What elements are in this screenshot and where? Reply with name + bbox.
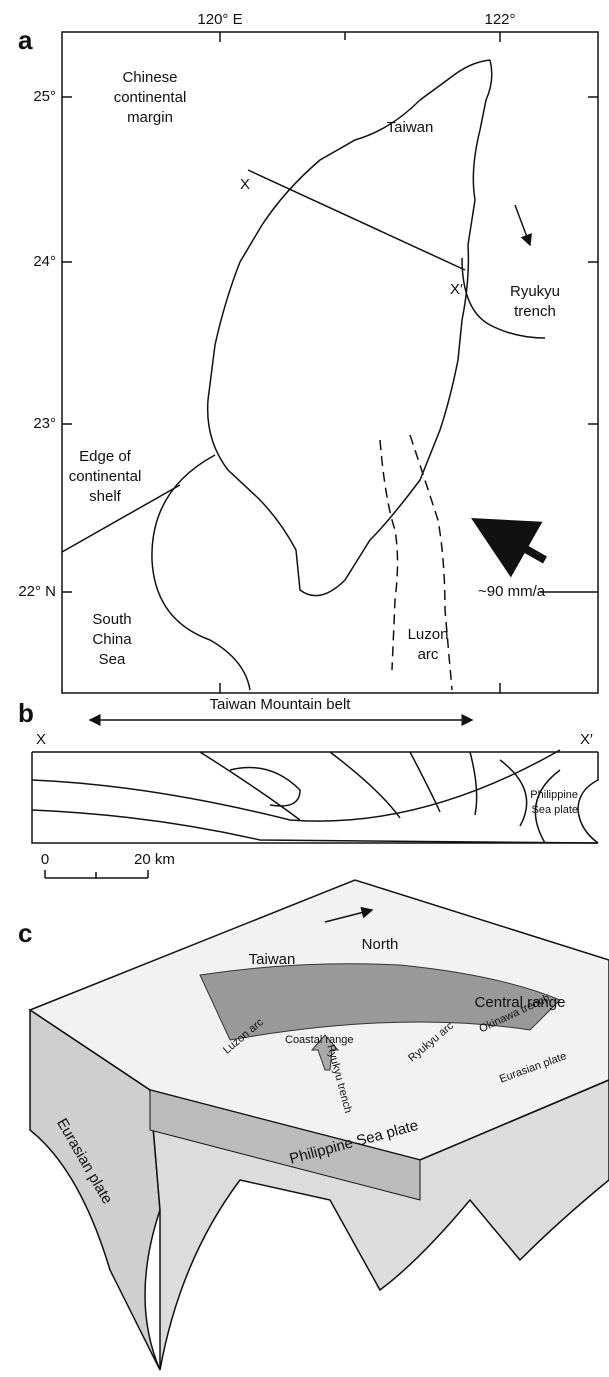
lat-label: 22° N bbox=[18, 583, 56, 600]
region-label: margin bbox=[127, 109, 173, 126]
trench-label: Ryukyu bbox=[510, 283, 560, 300]
plate-label: Sea plate bbox=[532, 804, 578, 816]
panel-c: c Taiwan North Central range Okinawa tre… bbox=[18, 880, 609, 1370]
section-start: X bbox=[36, 731, 46, 748]
sea-label: China bbox=[92, 631, 132, 648]
plate-motion-arrow bbox=[478, 522, 545, 560]
motion-arrow bbox=[515, 205, 530, 245]
island-label: Taiwan bbox=[387, 119, 434, 136]
scale-label: 0 bbox=[41, 851, 49, 868]
lat-label: 25° bbox=[33, 88, 56, 105]
scale-bar bbox=[45, 870, 148, 878]
sea-label: South bbox=[92, 611, 131, 628]
panel-label: c bbox=[18, 918, 32, 948]
arc-label: arc bbox=[418, 646, 439, 663]
section-end: X′ bbox=[450, 281, 463, 298]
manila-trench bbox=[152, 455, 250, 690]
section-start: X bbox=[240, 176, 250, 193]
scale-label: 20 km bbox=[134, 851, 175, 868]
belt-label: Taiwan Mountain belt bbox=[210, 696, 352, 713]
figure: a 120° E 122° 25° 24° 23° 22° N X X′ Chi… bbox=[0, 0, 609, 1377]
panel-a: a 120° E 122° 25° 24° 23° 22° N X X′ Chi… bbox=[18, 11, 598, 693]
trench-label: trench bbox=[514, 303, 556, 320]
sea-label: Sea bbox=[99, 651, 126, 668]
region-label: Chinese bbox=[122, 69, 177, 86]
shelf-edge bbox=[62, 485, 180, 552]
luzon-arc-west bbox=[380, 440, 398, 670]
lon-label: 120° E bbox=[197, 11, 242, 28]
panel-label: b bbox=[18, 698, 34, 728]
lat-label: 23° bbox=[33, 415, 56, 432]
block-label: Coastal range bbox=[285, 1034, 354, 1046]
arc-label: Luzon bbox=[408, 626, 449, 643]
shelf-label: continental bbox=[69, 468, 142, 485]
plate-label: Philippine bbox=[530, 789, 578, 801]
block-label: North bbox=[362, 936, 399, 953]
shelf-label: shelf bbox=[89, 488, 122, 505]
section-structure bbox=[32, 750, 598, 843]
taiwan-coast bbox=[208, 60, 492, 596]
lat-label: 24° bbox=[33, 253, 56, 270]
block-label: Taiwan bbox=[249, 951, 296, 968]
section-frame bbox=[32, 752, 598, 843]
section-end: X′ bbox=[580, 731, 593, 748]
panel-label: a bbox=[18, 25, 33, 55]
shelf-label: Edge of bbox=[79, 448, 132, 465]
panel-b: b Taiwan Mountain belt X X′ 0 20 km Phil… bbox=[18, 696, 598, 878]
rate-label: ~90 mm/a bbox=[478, 583, 546, 600]
section-line bbox=[248, 170, 465, 270]
lon-label: 122° bbox=[484, 11, 515, 28]
region-label: continental bbox=[114, 89, 187, 106]
